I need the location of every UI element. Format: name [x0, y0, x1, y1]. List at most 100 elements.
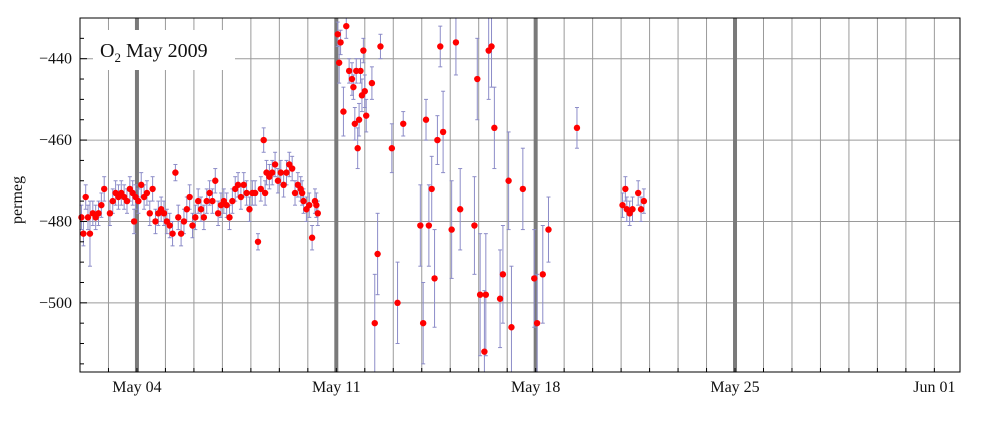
data-point — [505, 177, 512, 184]
data-point — [84, 214, 92, 221]
data-point — [123, 197, 131, 205]
data-point — [622, 185, 629, 193]
data-point — [288, 165, 296, 172]
data-point — [496, 295, 504, 302]
data-point — [80, 230, 87, 237]
data-point — [431, 275, 438, 282]
data-point — [240, 181, 247, 189]
data-point — [448, 226, 455, 233]
data-point — [226, 214, 233, 221]
data-point — [146, 210, 153, 217]
data-point — [223, 201, 230, 209]
data-point — [209, 197, 216, 205]
y-tick-label: −480 — [39, 213, 72, 230]
data-point — [519, 185, 527, 193]
data-point — [314, 210, 321, 217]
data-point — [640, 197, 648, 205]
y-tick-labels: −440 −460 −480 −500 — [39, 51, 72, 312]
x-tick-labels: May 04 May 11 May 18 May 25 Jun 01 — [112, 379, 955, 396]
data-point — [251, 189, 259, 197]
y-tick-label: −460 — [39, 132, 72, 149]
x-tick-label: May 25 — [710, 379, 759, 396]
title-background — [93, 30, 235, 70]
data-point — [212, 177, 219, 184]
data-point — [149, 185, 156, 193]
data-point — [166, 222, 173, 229]
data-point — [531, 275, 538, 282]
data-point — [237, 193, 245, 201]
plot-frame — [79, 17, 961, 373]
data-point — [180, 218, 188, 225]
data-point — [280, 181, 287, 189]
data-point — [374, 250, 381, 258]
data-point — [308, 234, 316, 241]
data-point — [135, 197, 142, 205]
data-point — [283, 169, 290, 176]
data-point — [269, 169, 276, 176]
data-point — [428, 185, 435, 193]
data-point — [533, 319, 541, 327]
title-main: O — [100, 40, 114, 62]
x-tick-label: May 18 — [511, 379, 560, 396]
data-point — [368, 79, 376, 87]
data-point — [482, 291, 490, 298]
data-point — [98, 201, 105, 209]
data-point — [254, 238, 262, 245]
data-point — [101, 185, 108, 193]
data-point — [274, 177, 282, 184]
data-point — [246, 206, 253, 213]
point-layer — [78, 22, 648, 355]
data-point — [425, 222, 433, 229]
x-tick-label: Jun 01 — [913, 379, 955, 396]
x-tick-label: May 04 — [112, 379, 161, 396]
data-point — [361, 88, 368, 95]
data-point — [143, 189, 151, 197]
data-point — [343, 22, 350, 30]
data-point — [197, 206, 205, 213]
data-point — [491, 124, 498, 132]
data-point — [177, 230, 185, 237]
data-point — [257, 185, 265, 193]
data-point — [234, 181, 242, 189]
data-point — [200, 214, 208, 221]
data-point — [95, 210, 102, 217]
tick-mark-layer — [79, 17, 935, 372]
data-point — [130, 218, 138, 225]
data-point — [351, 120, 359, 127]
data-point — [152, 218, 159, 225]
data-point — [476, 291, 484, 298]
data-point — [452, 39, 460, 46]
data-point — [106, 210, 114, 217]
data-point — [363, 112, 370, 119]
data-point — [298, 189, 306, 197]
data-point — [481, 348, 488, 355]
data-point — [400, 120, 407, 127]
data-point — [474, 75, 481, 83]
data-point — [437, 43, 444, 50]
data-point — [345, 67, 353, 75]
data-point — [355, 116, 363, 123]
data-point — [261, 189, 269, 197]
data-point — [545, 226, 552, 233]
data-point — [189, 222, 196, 229]
y-tick-label: −500 — [39, 295, 72, 312]
data-point — [456, 206, 464, 213]
data-point — [340, 108, 347, 115]
data-point — [508, 324, 515, 331]
data-point — [229, 197, 236, 205]
data-point — [637, 206, 645, 213]
data-point — [183, 206, 190, 213]
data-point — [573, 124, 581, 132]
data-point — [471, 222, 478, 229]
data-point — [377, 43, 384, 50]
data-point — [172, 169, 179, 176]
data-point — [203, 197, 210, 205]
data-point — [206, 189, 213, 197]
chart-title: O2 May 2009 — [100, 40, 208, 65]
data-point — [388, 145, 396, 152]
data-point — [277, 169, 284, 176]
data-point — [439, 128, 447, 136]
data-point — [192, 214, 199, 221]
data-point — [260, 136, 267, 144]
